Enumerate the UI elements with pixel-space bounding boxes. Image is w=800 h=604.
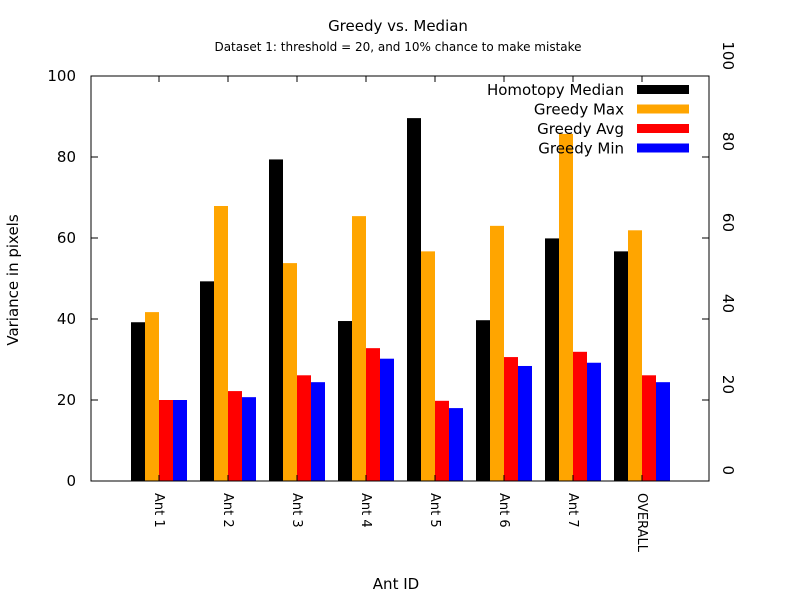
legend-label: Homotopy Median xyxy=(487,81,624,99)
bar xyxy=(380,358,394,481)
y2-tick-label: 80 xyxy=(719,132,737,151)
bar xyxy=(476,320,490,481)
y-tick-label: 20 xyxy=(57,391,76,409)
bar xyxy=(200,281,214,481)
bar xyxy=(366,348,380,481)
bar xyxy=(269,159,283,481)
legend-label: Greedy Avg xyxy=(537,120,624,138)
ticks-layer: Ant 1 Ant 2 Ant 3 Ant 4 Ant 5 Ant 6 Ant 7 OVERA… xyxy=(47,41,737,552)
y2-tick-label: 20 xyxy=(719,375,737,394)
bar xyxy=(545,238,559,481)
bar xyxy=(173,400,187,481)
x-axis-label: Ant ID xyxy=(373,575,419,593)
bar xyxy=(407,118,421,482)
x-tick-label: Ant 6 xyxy=(496,493,511,528)
x-tick-label: Ant 3 xyxy=(289,493,304,528)
y-tick-label: 80 xyxy=(57,148,76,166)
y2-tick-label: 60 xyxy=(719,213,737,232)
bar xyxy=(628,230,642,481)
x-tick-label: Ant 4 xyxy=(358,493,373,528)
plot-frame xyxy=(90,75,710,482)
legend-label: Greedy Max xyxy=(534,101,624,119)
bar xyxy=(642,375,656,481)
y-axis-label: Variance in pixels xyxy=(4,214,22,346)
y-tick-label: 60 xyxy=(57,229,76,247)
bar xyxy=(159,400,173,481)
bar xyxy=(587,362,601,481)
legend-swatch xyxy=(637,143,689,153)
y-tick-label: 40 xyxy=(57,310,76,328)
bar xyxy=(145,312,159,481)
bar xyxy=(338,321,352,481)
legend-label: Greedy Min xyxy=(538,140,624,158)
x-tick-label: Ant 7 xyxy=(565,493,580,528)
legend-swatch xyxy=(637,124,689,133)
bar xyxy=(614,251,628,481)
y2-tick-label: 40 xyxy=(719,294,737,313)
bar xyxy=(656,382,670,481)
bar xyxy=(573,351,587,481)
x-tick-label: Ant 1 xyxy=(151,493,166,528)
bars-layer xyxy=(131,118,670,482)
x-tick-label: OVERALL xyxy=(634,493,649,553)
bar xyxy=(504,357,518,481)
y-tick-label: 100 xyxy=(47,67,76,85)
y2-tick-label: 100 xyxy=(719,41,737,70)
bar xyxy=(228,391,242,481)
bar xyxy=(559,133,573,482)
chart-subtitle: Dataset 1: threshold = 20, and 10% chanc… xyxy=(214,40,581,54)
bar xyxy=(435,400,449,481)
bar xyxy=(131,322,145,481)
bar xyxy=(283,263,297,481)
bar xyxy=(311,382,325,481)
bar xyxy=(490,225,504,481)
bar xyxy=(242,397,256,481)
bar xyxy=(518,365,532,481)
legend-swatch xyxy=(637,104,689,114)
bar xyxy=(297,375,311,481)
bar xyxy=(421,251,435,481)
legend-swatch xyxy=(637,85,689,94)
x-tick-label: Ant 5 xyxy=(427,493,442,528)
x-tick-label: Ant 2 xyxy=(220,493,235,528)
bar xyxy=(449,408,463,481)
bar xyxy=(352,216,366,481)
chart-title: Greedy vs. Median xyxy=(328,17,468,35)
bar xyxy=(214,206,228,481)
y-tick-label: 0 xyxy=(66,472,76,490)
y2-tick-label: 0 xyxy=(719,465,737,475)
